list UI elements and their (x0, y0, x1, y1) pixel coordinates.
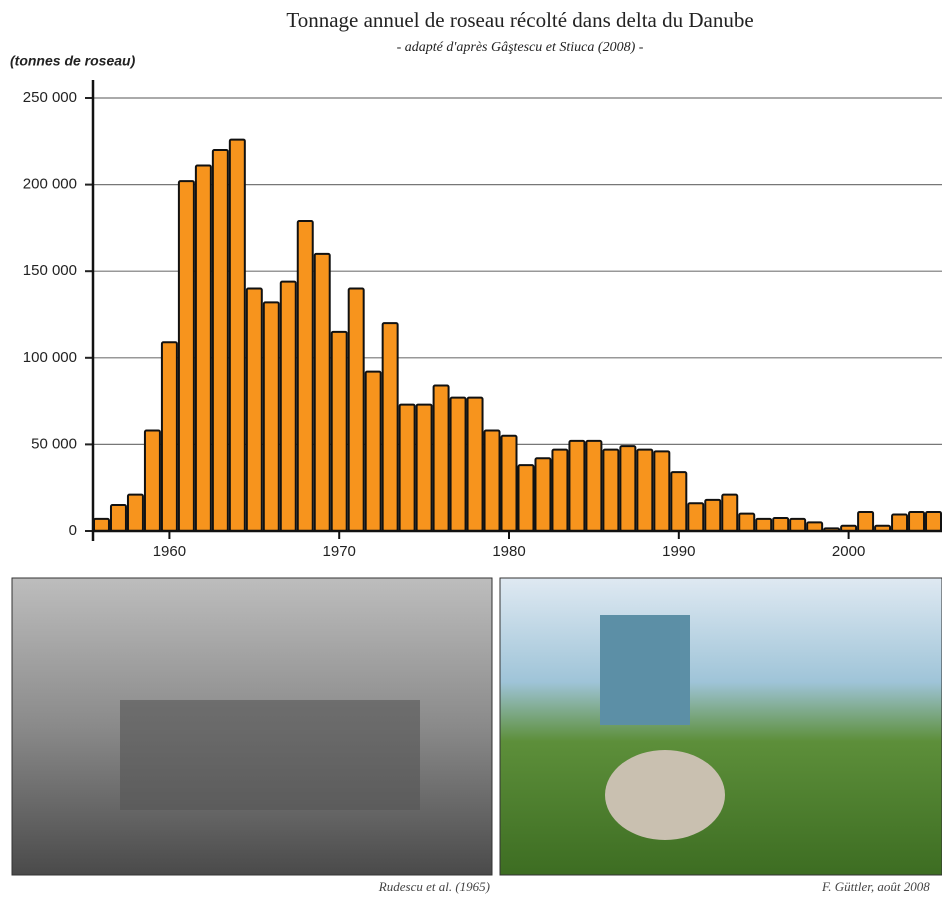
y-tick-label: 200 000 (23, 176, 77, 193)
bar (211, 148, 229, 533)
y-tick-label: 50 000 (31, 435, 77, 452)
y-axis-label: (tonnes de roseau) (10, 53, 136, 69)
bar (143, 429, 161, 533)
chart-title: Tonnage annuel de roseau récolté dans de… (286, 8, 753, 32)
bar (279, 280, 297, 533)
photo-machine (120, 700, 420, 810)
bar (857, 510, 875, 532)
bar (551, 448, 569, 533)
bar (449, 396, 467, 532)
bar (687, 502, 705, 532)
bar (585, 439, 603, 533)
bar (432, 384, 450, 532)
bar (636, 448, 654, 533)
bar (806, 521, 824, 533)
bar (653, 450, 671, 532)
bar (738, 512, 756, 532)
bar (330, 330, 348, 532)
x-tick-label: 1980 (492, 543, 525, 560)
y-tick-label: 250 000 (23, 89, 77, 106)
bar (721, 493, 739, 532)
bar (262, 301, 280, 532)
photo-caption: F. Güttler, août 2008 (821, 879, 930, 894)
bar (500, 434, 518, 532)
y-tick-label: 100 000 (23, 349, 77, 366)
chart-subtitle: - adapté d'après Gâştescu et Stiuca (200… (397, 40, 644, 55)
photo-roller (605, 750, 725, 840)
bar (347, 287, 365, 532)
bar (925, 510, 942, 532)
bar (704, 498, 722, 533)
bar (789, 517, 807, 532)
x-tick-label: 1960 (153, 543, 186, 560)
x-tick-label: 1990 (662, 543, 695, 560)
x-tick-label: 2000 (832, 543, 865, 560)
bar (364, 370, 382, 532)
bar (568, 439, 586, 533)
y-tick-label: 150 000 (23, 262, 77, 279)
bar (126, 493, 144, 532)
bar (908, 510, 926, 532)
bar (755, 517, 773, 532)
bar (381, 322, 399, 532)
y-tick-label: 0 (69, 522, 77, 539)
bar (466, 396, 484, 532)
photos: Rudescu et al. (1965) F. Güttler, août 2… (11, 577, 942, 894)
bar (177, 180, 195, 533)
photo-cab (600, 615, 690, 725)
bar (415, 403, 433, 532)
bar (517, 464, 535, 532)
bar (313, 252, 331, 532)
bar (245, 287, 263, 532)
bar (109, 504, 127, 532)
bar (228, 138, 246, 532)
bar (194, 164, 212, 532)
x-tick-label: 1970 (323, 543, 356, 560)
bar (619, 445, 637, 532)
bar (891, 513, 909, 533)
photo-right (499, 577, 942, 876)
bar (534, 457, 552, 533)
bar (772, 517, 790, 533)
bar (670, 471, 688, 532)
bar (160, 341, 178, 532)
bar (296, 219, 314, 533)
bar (398, 403, 416, 532)
bar (483, 429, 501, 533)
bar (93, 517, 110, 532)
bar (602, 448, 620, 533)
photo-caption: Rudescu et al. (1965) (378, 879, 490, 894)
